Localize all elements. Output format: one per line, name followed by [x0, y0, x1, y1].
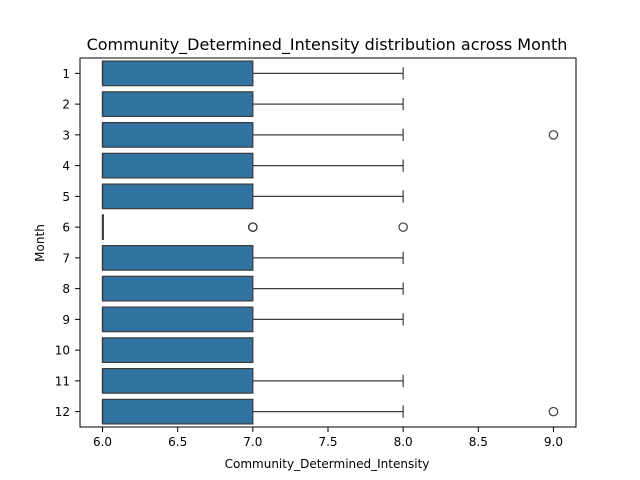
x-tick-label: 9.0 [544, 435, 563, 449]
y-tick-label: 11 [55, 374, 70, 388]
x-tick-label: 8.5 [469, 435, 488, 449]
box-month-7 [101, 244, 254, 271]
x-tick-label: 6.5 [168, 435, 187, 449]
x-tick-label: 6.0 [93, 435, 112, 449]
y-tick-label: 6 [62, 221, 70, 235]
y-axis-label: Month [33, 224, 47, 262]
outlier-point [548, 130, 559, 140]
x-tick-label: 8.0 [394, 435, 413, 449]
box-month-1 [101, 60, 254, 87]
y-tick-label: 9 [62, 313, 70, 327]
chart-title: Community_Determined_Intensity distribut… [87, 35, 568, 55]
box-month-9 [101, 306, 254, 333]
axes-frame [79, 57, 577, 428]
outlier-point [398, 222, 408, 232]
y-tick-label: 7 [62, 251, 70, 265]
box-month-8 [101, 275, 254, 302]
y-tick-label: 1 [62, 67, 70, 81]
box-month-4 [101, 152, 254, 179]
y-tick-label: 3 [62, 128, 70, 142]
box-month-2 [101, 91, 254, 118]
outlier-point [248, 222, 258, 232]
y-tick-label: 8 [62, 282, 70, 296]
box-month-12 [101, 398, 254, 425]
box-month-3 [101, 121, 254, 148]
x-tick-label: 7.0 [243, 435, 262, 449]
box-month-11 [101, 367, 254, 394]
box-month-5 [101, 183, 254, 210]
y-tick-label: 12 [55, 405, 70, 419]
x-axis-label: Community_Determined_Intensity [225, 457, 430, 471]
y-tick-label: 5 [62, 190, 70, 204]
y-tick-label: 2 [62, 98, 70, 112]
outlier-point [548, 406, 559, 417]
box-month-10 [101, 337, 254, 364]
y-tick-label: 4 [62, 159, 70, 173]
y-tick-label: 10 [55, 344, 70, 358]
x-tick-label: 7.5 [318, 435, 337, 449]
